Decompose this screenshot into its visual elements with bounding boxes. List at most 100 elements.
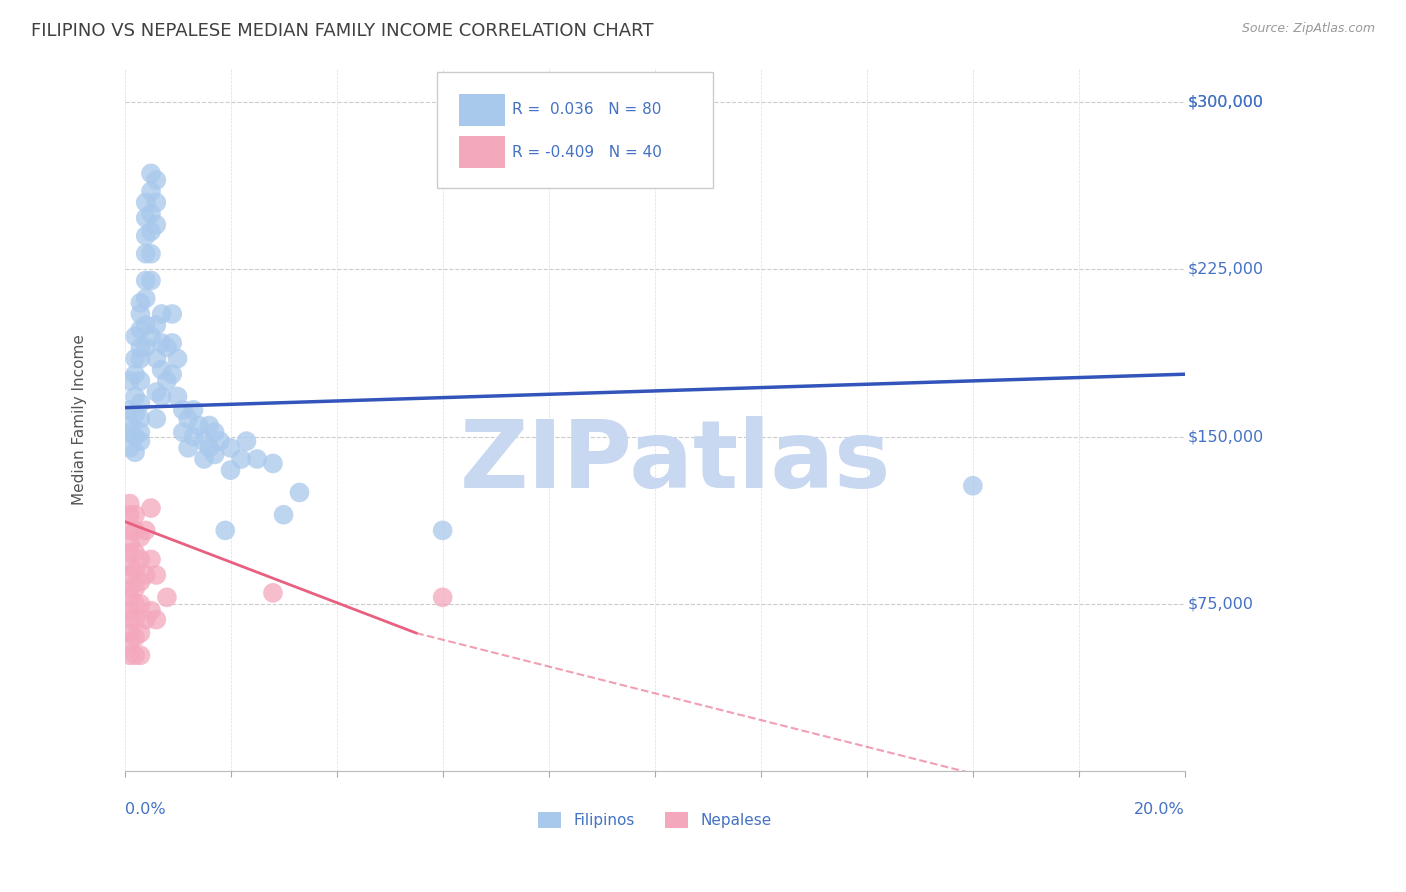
Point bbox=[145, 351, 167, 366]
Point bbox=[118, 418, 141, 433]
Point bbox=[145, 173, 167, 187]
Point bbox=[129, 307, 152, 321]
Point bbox=[145, 613, 167, 627]
Text: 20.0%: 20.0% bbox=[1135, 802, 1185, 816]
Point bbox=[145, 568, 167, 582]
Text: Source: ZipAtlas.com: Source: ZipAtlas.com bbox=[1241, 22, 1375, 36]
Point bbox=[118, 613, 141, 627]
Point bbox=[139, 206, 162, 220]
Point bbox=[124, 329, 146, 343]
Point bbox=[135, 318, 157, 332]
Point bbox=[139, 604, 162, 618]
Point bbox=[118, 648, 141, 663]
Point bbox=[235, 434, 257, 449]
Point bbox=[129, 396, 152, 410]
Point bbox=[118, 591, 141, 605]
Point bbox=[198, 441, 221, 455]
Point bbox=[150, 335, 173, 350]
Point bbox=[156, 374, 179, 388]
Point bbox=[124, 390, 146, 404]
Point bbox=[156, 591, 179, 605]
Point bbox=[183, 430, 205, 444]
Point bbox=[432, 524, 454, 538]
Point bbox=[183, 403, 205, 417]
Point bbox=[160, 335, 183, 350]
Point bbox=[145, 318, 167, 332]
Point bbox=[156, 340, 179, 354]
Point bbox=[166, 351, 188, 366]
Point bbox=[129, 374, 152, 388]
Point bbox=[124, 445, 146, 459]
Point bbox=[124, 546, 146, 560]
Point bbox=[139, 224, 162, 238]
Text: $75,000: $75,000 bbox=[1188, 597, 1254, 612]
Point bbox=[118, 559, 141, 574]
Point bbox=[139, 273, 162, 287]
Point bbox=[172, 403, 194, 417]
Point bbox=[214, 524, 236, 538]
Point bbox=[135, 211, 157, 225]
FancyBboxPatch shape bbox=[458, 136, 505, 169]
Point bbox=[187, 418, 209, 433]
Point bbox=[118, 441, 141, 455]
Point bbox=[160, 307, 183, 321]
Point bbox=[160, 368, 183, 382]
Point bbox=[177, 441, 200, 455]
Point bbox=[118, 568, 141, 582]
Point bbox=[118, 635, 141, 649]
Point bbox=[129, 351, 152, 366]
Point bbox=[145, 412, 167, 426]
Point bbox=[219, 441, 242, 455]
Point bbox=[124, 582, 146, 596]
Point bbox=[118, 546, 141, 560]
Text: $150,000: $150,000 bbox=[1188, 429, 1264, 444]
Point bbox=[118, 374, 141, 388]
Point bbox=[118, 582, 141, 596]
Point bbox=[118, 403, 141, 417]
Point bbox=[139, 501, 162, 516]
Point bbox=[135, 613, 157, 627]
Point bbox=[150, 363, 173, 377]
Point bbox=[135, 524, 157, 538]
Point bbox=[124, 648, 146, 663]
Point bbox=[246, 452, 269, 467]
Point bbox=[135, 568, 157, 582]
Point bbox=[118, 497, 141, 511]
Point bbox=[150, 390, 173, 404]
Point bbox=[135, 228, 157, 243]
Point bbox=[166, 390, 188, 404]
Point bbox=[135, 291, 157, 305]
Point bbox=[129, 425, 152, 440]
Legend: Filipinos, Nepalese: Filipinos, Nepalese bbox=[531, 805, 778, 834]
Point bbox=[288, 485, 311, 500]
Point bbox=[124, 351, 146, 366]
Point bbox=[129, 552, 152, 566]
Text: $300,000: $300,000 bbox=[1188, 95, 1264, 110]
Point bbox=[145, 195, 167, 210]
Point bbox=[135, 273, 157, 287]
Point bbox=[129, 322, 152, 336]
Point bbox=[129, 295, 152, 310]
Point bbox=[124, 564, 146, 578]
FancyBboxPatch shape bbox=[437, 72, 713, 188]
Text: FILIPINO VS NEPALESE MEDIAN FAMILY INCOME CORRELATION CHART: FILIPINO VS NEPALESE MEDIAN FAMILY INCOM… bbox=[31, 22, 654, 40]
Point bbox=[172, 425, 194, 440]
Point bbox=[177, 412, 200, 426]
Point bbox=[135, 195, 157, 210]
Point bbox=[118, 425, 141, 440]
Text: R = -0.409   N = 40: R = -0.409 N = 40 bbox=[512, 145, 661, 160]
Text: 0.0%: 0.0% bbox=[125, 802, 165, 816]
Point bbox=[124, 368, 146, 382]
Point bbox=[135, 340, 157, 354]
Point bbox=[124, 508, 146, 522]
Text: Median Family Income: Median Family Income bbox=[73, 334, 87, 506]
Point bbox=[118, 604, 141, 618]
Point bbox=[124, 430, 146, 444]
Point bbox=[129, 597, 152, 611]
Point bbox=[145, 218, 167, 232]
Text: $225,000: $225,000 bbox=[1188, 262, 1264, 277]
Point bbox=[150, 307, 173, 321]
Text: R =  0.036   N = 80: R = 0.036 N = 80 bbox=[512, 103, 661, 118]
Text: $300,000: $300,000 bbox=[1188, 95, 1264, 110]
Point bbox=[139, 329, 162, 343]
